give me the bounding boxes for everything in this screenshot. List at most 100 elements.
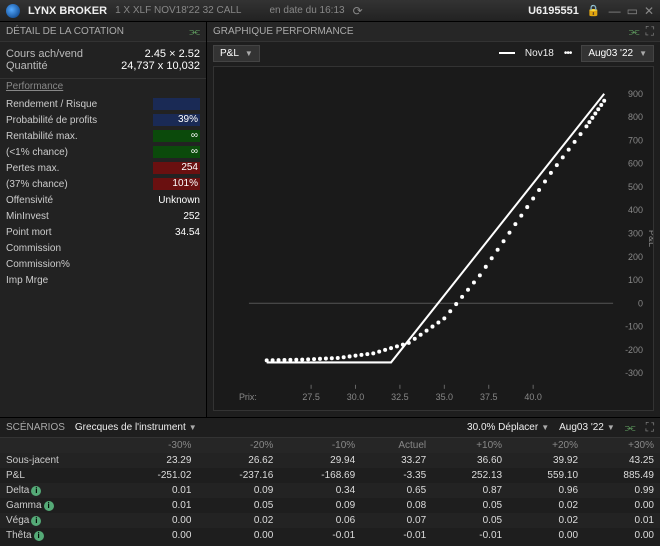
close-icon[interactable]: ✕ xyxy=(644,4,654,18)
minimize-icon[interactable]: — xyxy=(609,4,621,18)
table-header xyxy=(0,438,116,453)
metric-value: 252 xyxy=(153,211,200,222)
metric-row: MinInvest252 xyxy=(6,208,200,224)
pnl-chart: 9008007006005004003002001000-100-200-300… xyxy=(213,66,654,411)
performance-heading: Performance xyxy=(0,79,206,92)
svg-text:P&L: P&L xyxy=(647,230,653,247)
metric-label: Point mort xyxy=(6,227,153,238)
metric-row: Rentabilité max.∞ xyxy=(6,128,200,144)
greeks-label: Grecques de l'instrument xyxy=(75,422,186,433)
table-cell: 29.94 xyxy=(279,453,361,468)
performance-chart-panel: GRAPHIQUE PERFORMANCE ⫘ ⛶ P&L▼ Nov18 •••… xyxy=(207,22,660,417)
table-row: Sous-jacent23.2926.6229.9433.2736.6039.9… xyxy=(0,453,660,468)
bid-ask-value: 2.45 × 2.52 xyxy=(145,48,200,60)
restore-icon[interactable]: ▭ xyxy=(627,4,638,18)
metric-row: Pertes max.254 xyxy=(6,160,200,176)
table-cell: -0.01 xyxy=(361,528,432,543)
row-label: P&L xyxy=(0,468,116,483)
metric-row: Rendement / Risque xyxy=(6,96,200,112)
link-icon[interactable]: ⫘ xyxy=(625,420,636,435)
chart-header: GRAPHIQUE PERFORMANCE ⫘ ⛶ xyxy=(207,22,660,42)
svg-text:32.5: 32.5 xyxy=(391,392,408,402)
table-cell: 0.05 xyxy=(197,498,279,513)
expand-icon[interactable]: ⛶ xyxy=(646,24,654,39)
table-cell: 0.00 xyxy=(116,528,198,543)
svg-text:-300: -300 xyxy=(625,368,643,378)
move-select[interactable]: 30.0% Déplacer ▼ xyxy=(467,422,549,433)
table-cell: 23.29 xyxy=(116,453,198,468)
metric-label: Rendement / Risque xyxy=(6,99,153,110)
table-cell: 0.02 xyxy=(197,513,279,528)
table-cell: 43.25 xyxy=(584,453,660,468)
metric-label: Pertes max. xyxy=(6,163,153,174)
refresh-icon[interactable]: ⟳ xyxy=(353,4,363,18)
yaxis-select[interactable]: P&L▼ xyxy=(213,45,260,62)
table-row: Deltai0.010.090.340.650.870.960.99 xyxy=(0,483,660,498)
table-cell: 0.05 xyxy=(432,498,508,513)
table-cell: 0.00 xyxy=(584,528,660,543)
quote-detail-header: DÉTAIL DE LA COTATION ⫘ xyxy=(0,22,206,42)
svg-text:30.0: 30.0 xyxy=(347,392,364,402)
chart-title: GRAPHIQUE PERFORMANCE xyxy=(213,26,354,37)
table-cell: 0.99 xyxy=(584,483,660,498)
bid-ask-label: Cours ach/vend xyxy=(6,48,145,60)
table-row: P&L-251.02-237.16-168.69-3.35252.13559.1… xyxy=(0,468,660,483)
chevron-down-icon: ▼ xyxy=(639,49,647,58)
svg-text:900: 900 xyxy=(628,89,643,99)
metric-label: Imp Mrge xyxy=(6,275,153,286)
svg-text:0: 0 xyxy=(638,298,643,308)
table-header: +20% xyxy=(508,438,584,453)
app-logo xyxy=(6,4,20,18)
quote-detail-panel: DÉTAIL DE LA COTATION ⫘ Cours ach/vend2.… xyxy=(0,22,207,417)
date-select[interactable]: Aug03 '22▼ xyxy=(581,45,654,62)
greeks-select[interactable]: Grecques de l'instrument ▼ xyxy=(75,422,197,433)
move-label: 30.0% Déplacer xyxy=(467,422,538,433)
yaxis-select-label: P&L xyxy=(220,48,239,59)
svg-text:200: 200 xyxy=(628,252,643,262)
svg-text:27.5: 27.5 xyxy=(302,392,319,402)
table-header: +10% xyxy=(432,438,508,453)
solid-line-icon xyxy=(499,52,515,54)
scenario-date-select[interactable]: Aug03 '22 ▼ xyxy=(559,422,615,433)
metric-row: Commission xyxy=(6,240,200,256)
svg-text:35.0: 35.0 xyxy=(436,392,453,402)
metric-bar: ∞ xyxy=(153,146,200,158)
metric-label: MinInvest xyxy=(6,211,153,222)
table-cell: -168.69 xyxy=(279,468,361,483)
svg-text:600: 600 xyxy=(628,159,643,169)
table-cell: 0.00 xyxy=(508,528,584,543)
metric-label: Commission xyxy=(6,243,153,254)
table-cell: 0.09 xyxy=(197,483,279,498)
link-icon[interactable]: ⫘ xyxy=(189,24,200,39)
svg-text:37.5: 37.5 xyxy=(480,392,497,402)
table-cell: 0.96 xyxy=(508,483,584,498)
table-cell: 0.06 xyxy=(279,513,361,528)
metric-row: (37% chance)101% xyxy=(6,176,200,192)
info-icon[interactable]: i xyxy=(34,531,44,541)
metric-row: (<1% chance)∞ xyxy=(6,144,200,160)
table-cell: 0.02 xyxy=(508,513,584,528)
row-label: Sous-jacent xyxy=(0,453,116,468)
info-icon[interactable]: i xyxy=(44,501,54,511)
info-icon[interactable]: i xyxy=(31,486,41,496)
lock-icon[interactable]: 🔒 xyxy=(587,4,601,17)
table-cell: 0.01 xyxy=(116,483,198,498)
table-header: -10% xyxy=(279,438,361,453)
instrument-label: 1 X XLF NOV18'22 32 CALL xyxy=(115,5,241,16)
table-row: Thêtai0.000.00-0.01-0.01-0.010.000.00 xyxy=(0,528,660,543)
table-cell: 0.02 xyxy=(508,498,584,513)
svg-text:40.0: 40.0 xyxy=(524,392,541,402)
svg-text:500: 500 xyxy=(628,182,643,192)
expand-icon[interactable]: ⛶ xyxy=(646,420,654,435)
table-cell: 0.09 xyxy=(279,498,361,513)
link-icon[interactable]: ⫘ xyxy=(629,24,640,39)
info-icon[interactable]: i xyxy=(31,516,41,526)
metric-label: Probabilité de profits xyxy=(6,115,153,126)
table-cell: 0.08 xyxy=(361,498,432,513)
table-cell: 0.65 xyxy=(361,483,432,498)
metric-row: OffensivitéUnknown xyxy=(6,192,200,208)
table-header: -20% xyxy=(197,438,279,453)
table-cell: 33.27 xyxy=(361,453,432,468)
table-cell: 0.01 xyxy=(584,513,660,528)
table-cell: 39.92 xyxy=(508,453,584,468)
